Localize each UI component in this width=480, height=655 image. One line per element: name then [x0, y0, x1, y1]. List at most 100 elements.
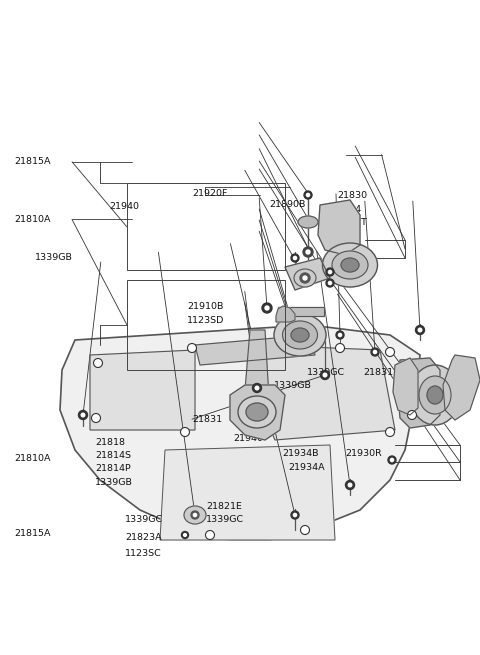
Circle shape: [336, 343, 345, 352]
Ellipse shape: [274, 314, 326, 356]
Circle shape: [181, 531, 189, 538]
Circle shape: [205, 531, 215, 540]
Circle shape: [94, 358, 103, 367]
Text: 21821E: 21821E: [206, 502, 242, 512]
Circle shape: [306, 193, 310, 196]
Circle shape: [252, 383, 262, 392]
Circle shape: [385, 348, 395, 356]
Ellipse shape: [427, 386, 443, 404]
Circle shape: [92, 413, 100, 422]
Text: 21810A: 21810A: [14, 454, 51, 463]
Ellipse shape: [298, 216, 318, 228]
Circle shape: [291, 254, 299, 262]
Circle shape: [191, 511, 199, 519]
Text: 21818: 21818: [95, 438, 125, 447]
Polygon shape: [230, 385, 285, 440]
Circle shape: [180, 428, 190, 436]
Ellipse shape: [184, 506, 206, 524]
Text: 21832T: 21832T: [331, 218, 367, 227]
Ellipse shape: [294, 269, 316, 287]
Polygon shape: [245, 330, 270, 420]
Ellipse shape: [419, 376, 451, 414]
Circle shape: [328, 271, 332, 274]
Text: 21815A: 21815A: [14, 529, 51, 538]
Circle shape: [326, 279, 334, 287]
Circle shape: [193, 514, 197, 517]
Circle shape: [418, 328, 422, 332]
Circle shape: [416, 326, 424, 335]
Text: 21831: 21831: [363, 367, 393, 377]
Polygon shape: [393, 358, 418, 415]
Circle shape: [183, 534, 186, 536]
Text: 1339GC: 1339GC: [206, 515, 244, 524]
Polygon shape: [255, 345, 395, 440]
Text: 21920F: 21920F: [192, 189, 228, 198]
Circle shape: [348, 483, 352, 487]
Polygon shape: [443, 355, 480, 420]
Ellipse shape: [341, 258, 359, 272]
Text: 21823A: 21823A: [125, 533, 161, 542]
Ellipse shape: [238, 396, 276, 428]
Ellipse shape: [246, 403, 268, 421]
Circle shape: [373, 350, 377, 354]
Polygon shape: [285, 258, 330, 290]
Text: 21830: 21830: [337, 191, 368, 200]
Text: 21814P: 21814P: [95, 464, 131, 474]
Circle shape: [408, 411, 417, 419]
Circle shape: [304, 191, 312, 199]
Text: 1123SC: 1123SC: [125, 549, 162, 558]
Circle shape: [303, 276, 307, 280]
Text: 21890B: 21890B: [269, 200, 305, 209]
Text: 21814S: 21814S: [95, 451, 131, 460]
Text: 21910B: 21910B: [187, 302, 224, 311]
Circle shape: [306, 250, 310, 254]
Circle shape: [300, 273, 310, 283]
Circle shape: [188, 343, 196, 352]
Polygon shape: [60, 325, 420, 540]
Circle shape: [371, 348, 379, 356]
Circle shape: [293, 256, 297, 259]
Bar: [127, 183, 285, 270]
Polygon shape: [195, 335, 315, 365]
Text: 21831: 21831: [192, 415, 222, 424]
Circle shape: [326, 268, 334, 276]
Circle shape: [303, 247, 313, 257]
Ellipse shape: [283, 321, 317, 349]
Text: 21934A: 21934A: [288, 462, 324, 472]
Ellipse shape: [323, 243, 377, 287]
Circle shape: [338, 333, 342, 337]
Text: 1339GC: 1339GC: [307, 367, 345, 377]
Text: 1339GB: 1339GB: [35, 253, 72, 262]
Circle shape: [390, 458, 394, 462]
Circle shape: [293, 514, 297, 517]
Circle shape: [328, 282, 332, 285]
Ellipse shape: [332, 251, 368, 279]
Text: 21815A: 21815A: [14, 157, 51, 166]
Text: 21940: 21940: [233, 434, 263, 443]
Circle shape: [336, 331, 344, 339]
Text: 21940: 21940: [109, 202, 139, 212]
Polygon shape: [160, 445, 335, 540]
Polygon shape: [278, 307, 324, 316]
Circle shape: [79, 411, 87, 419]
Circle shape: [300, 525, 310, 534]
Circle shape: [323, 373, 327, 377]
Text: 21930R: 21930R: [346, 449, 383, 458]
Bar: [127, 280, 285, 370]
Ellipse shape: [410, 365, 460, 425]
Circle shape: [346, 481, 355, 489]
Circle shape: [265, 306, 269, 310]
Text: 1339GC: 1339GC: [125, 515, 163, 524]
Text: 21810A: 21810A: [14, 215, 51, 224]
Circle shape: [321, 371, 329, 379]
Text: 1339GB: 1339GB: [95, 477, 133, 487]
Polygon shape: [90, 350, 195, 430]
Polygon shape: [276, 306, 295, 322]
Circle shape: [81, 413, 85, 417]
Circle shape: [385, 428, 395, 436]
Text: 21934B: 21934B: [282, 449, 319, 458]
Polygon shape: [398, 358, 440, 428]
Text: 21834: 21834: [331, 205, 361, 214]
Circle shape: [262, 303, 272, 313]
Circle shape: [291, 511, 299, 519]
